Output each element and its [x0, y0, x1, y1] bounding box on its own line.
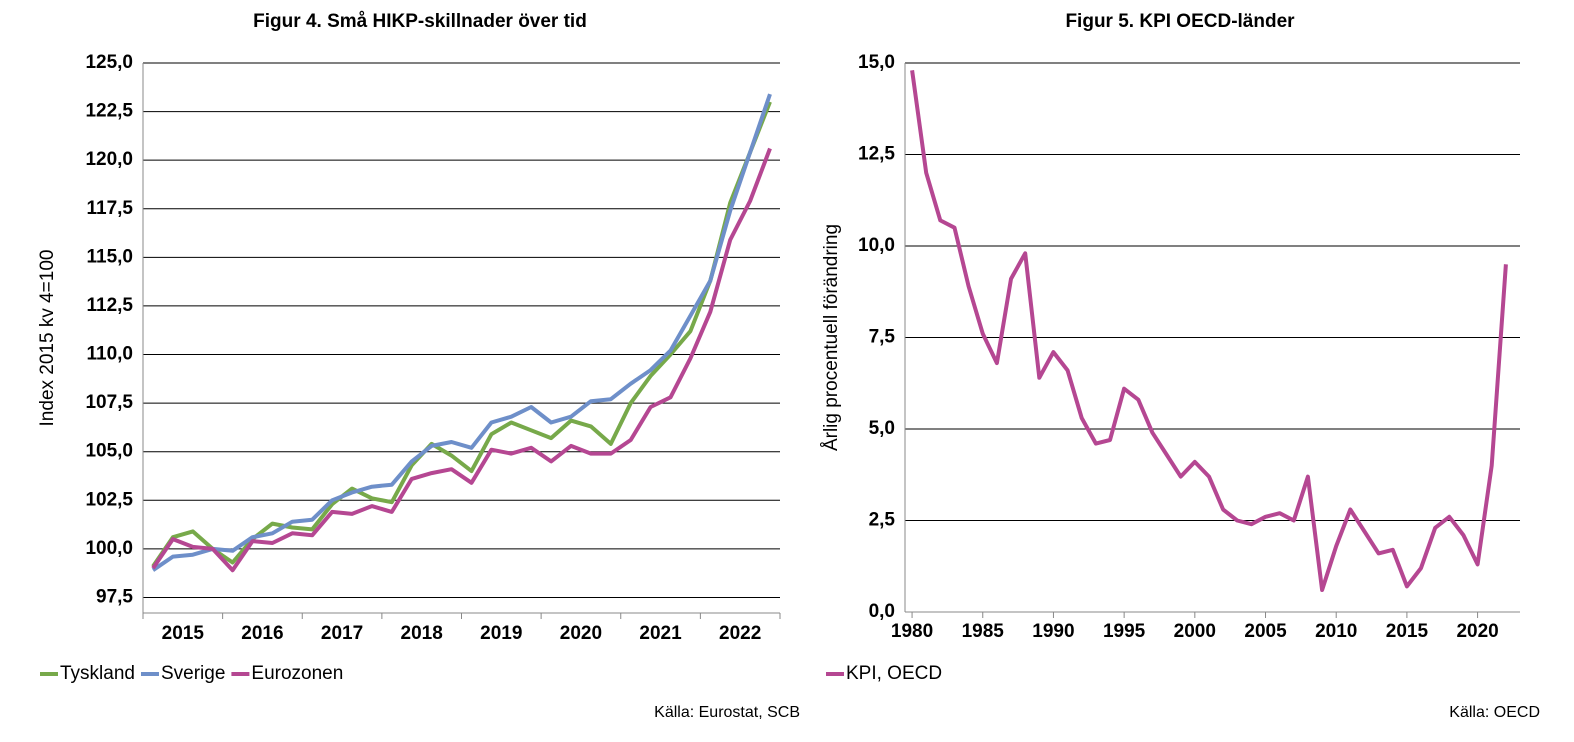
x-tick-label: 2020: [1456, 621, 1498, 642]
y-tick-label: 100,0: [85, 538, 133, 559]
y-tick-label: 2,5: [869, 510, 896, 531]
y-tick-label: 5,0: [869, 418, 895, 439]
y-tick-label: 107,5: [85, 392, 133, 413]
y-axis-label: Årlig procentuell förändring: [821, 224, 842, 451]
source: Källa: OECD: [1449, 704, 1540, 721]
y-tick-label: 125,0: [85, 52, 133, 73]
x-tick-label: 2010: [1315, 621, 1357, 642]
y-tick-label: 105,0: [85, 441, 133, 462]
legend-label: Tyskland: [60, 663, 135, 684]
x-tick-label: 2021: [639, 623, 682, 644]
x-tick-label: 2018: [401, 623, 443, 644]
x-tick-label: 1985: [962, 621, 1005, 642]
legend-label: Eurozonen: [251, 663, 343, 684]
x-tick-label: 2019: [480, 623, 522, 644]
chart-title: Figur 5. KPI OECD-länder: [1065, 11, 1295, 32]
x-tick-label: 2015: [1386, 621, 1429, 642]
x-tick-label: 2000: [1174, 621, 1216, 642]
line-series: [151, 93, 772, 572]
y-tick-label: 122,5: [85, 101, 133, 122]
y-tick-label: 117,5: [87, 198, 134, 219]
y-tick-label: 120,0: [85, 149, 133, 170]
line-series: [151, 147, 772, 573]
x-tick-label: 2016: [241, 623, 283, 644]
y-tick-label: 0,0: [869, 601, 895, 622]
chart-title: Figur 4. Små HIKP-skillnader över tid: [253, 11, 587, 32]
x-tick-label: 1995: [1103, 621, 1146, 642]
y-tick-label: 115,0: [87, 246, 134, 267]
y-tick-label: 10,0: [858, 235, 895, 256]
x-tick-label: 1980: [891, 621, 933, 642]
y-tick-label: 110,0: [87, 344, 134, 365]
line-series: [151, 101, 772, 568]
legend-label: Sverige: [161, 663, 225, 684]
x-tick-label: 1990: [1032, 621, 1074, 642]
x-tick-label: 2020: [560, 623, 602, 644]
y-tick-label: 15,0: [858, 52, 895, 73]
x-tick-label: 2005: [1244, 621, 1287, 642]
y-axis-label: Index 2015 kv 4=100: [37, 250, 58, 427]
x-tick-label: 2017: [321, 623, 363, 644]
x-tick-label: 2015: [162, 623, 205, 644]
legend-label: KPI, OECD: [846, 663, 942, 684]
y-tick-label: 97,5: [96, 586, 133, 607]
line-series: [910, 70, 1508, 592]
y-tick-label: 12,5: [858, 144, 895, 165]
source: Källa: Eurostat, SCB: [654, 704, 800, 721]
y-tick-label: 102,5: [85, 489, 133, 510]
y-tick-label: 7,5: [869, 327, 896, 348]
x-tick-label: 2022: [719, 623, 761, 644]
y-tick-label: 112,5: [87, 295, 134, 316]
